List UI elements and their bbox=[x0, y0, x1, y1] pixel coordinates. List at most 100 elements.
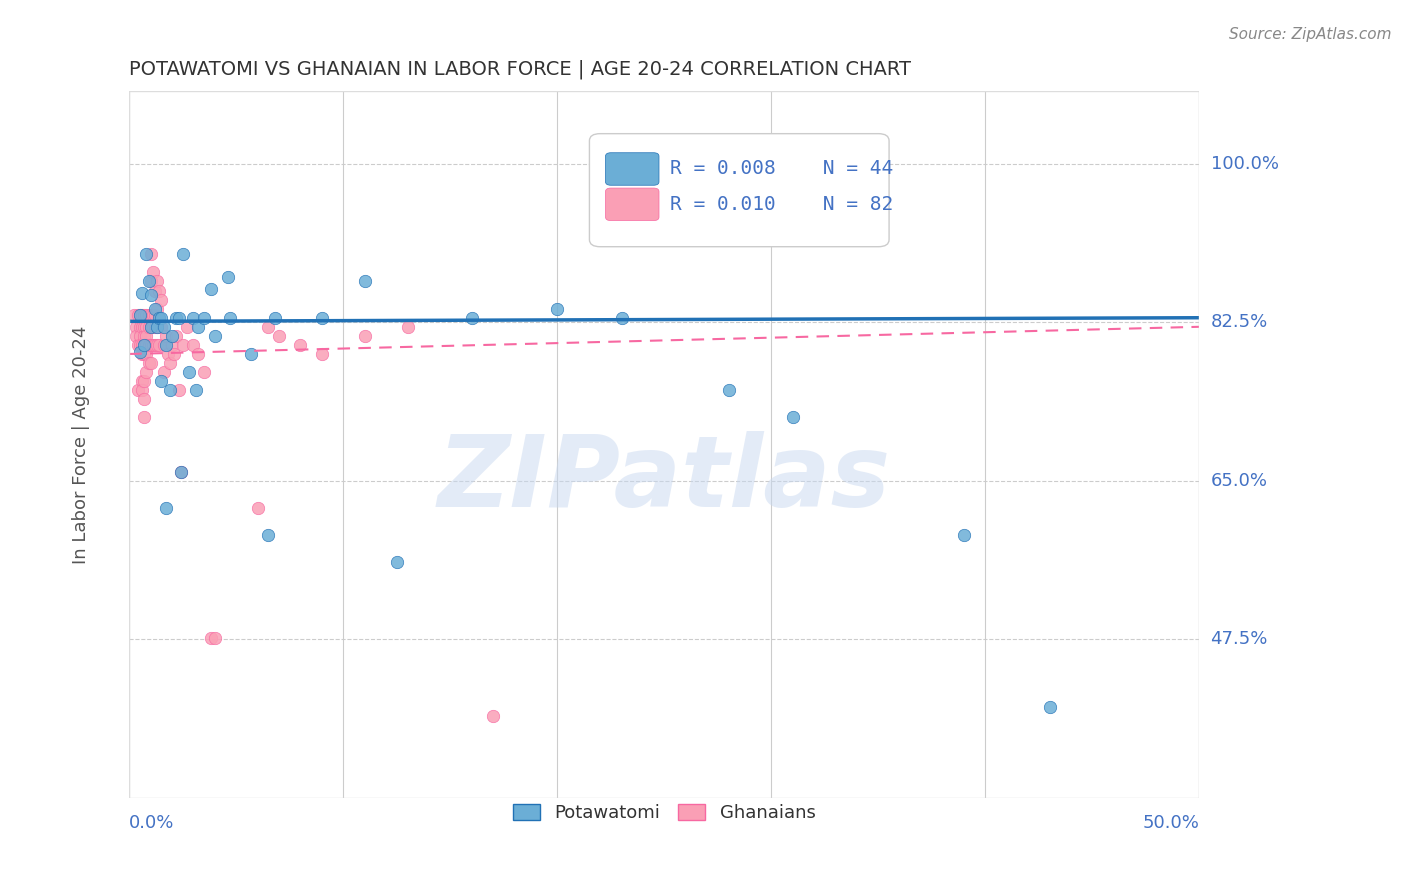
Point bbox=[131, 319, 153, 334]
Point bbox=[179, 365, 201, 379]
Text: ZIPatlas: ZIPatlas bbox=[437, 432, 891, 528]
Point bbox=[134, 338, 156, 352]
Point bbox=[193, 310, 215, 325]
Point bbox=[134, 308, 156, 322]
Point bbox=[143, 284, 166, 298]
Point bbox=[138, 308, 160, 322]
Point bbox=[269, 329, 291, 343]
Point bbox=[311, 310, 333, 325]
Point bbox=[155, 500, 177, 515]
Point bbox=[138, 319, 160, 334]
Text: R = 0.010    N = 82: R = 0.010 N = 82 bbox=[669, 194, 893, 214]
Point bbox=[290, 338, 312, 352]
Point bbox=[782, 410, 804, 425]
Point bbox=[139, 319, 162, 334]
Point bbox=[152, 319, 174, 334]
Point bbox=[311, 347, 333, 361]
Text: 47.5%: 47.5% bbox=[1211, 631, 1268, 648]
Point bbox=[353, 275, 375, 289]
Point bbox=[148, 310, 170, 325]
Text: In Labor Force | Age 20-24: In Labor Force | Age 20-24 bbox=[72, 326, 90, 564]
Text: Source: ZipAtlas.com: Source: ZipAtlas.com bbox=[1229, 27, 1392, 42]
Point bbox=[218, 310, 240, 325]
Point bbox=[152, 338, 174, 352]
Point bbox=[134, 374, 156, 388]
Point bbox=[131, 383, 153, 397]
Point bbox=[142, 308, 165, 322]
Point bbox=[142, 265, 165, 279]
Point bbox=[172, 338, 194, 352]
Point bbox=[152, 365, 174, 379]
Point bbox=[385, 555, 408, 569]
Point bbox=[146, 338, 169, 352]
Point bbox=[240, 347, 263, 361]
Point bbox=[139, 275, 162, 289]
FancyBboxPatch shape bbox=[606, 188, 659, 220]
Point bbox=[482, 709, 505, 723]
Point bbox=[131, 286, 153, 301]
Point bbox=[150, 310, 173, 325]
Point bbox=[257, 319, 280, 334]
Point bbox=[135, 347, 157, 361]
Point bbox=[717, 383, 740, 397]
Text: 50.0%: 50.0% bbox=[1143, 814, 1199, 832]
Point bbox=[129, 308, 152, 322]
Point bbox=[142, 319, 165, 334]
Point bbox=[143, 301, 166, 316]
Point bbox=[148, 338, 170, 352]
FancyBboxPatch shape bbox=[606, 153, 659, 186]
Point bbox=[150, 293, 173, 307]
Point bbox=[139, 338, 162, 352]
Text: 65.0%: 65.0% bbox=[1211, 472, 1268, 490]
Point bbox=[160, 329, 183, 343]
Point bbox=[246, 500, 269, 515]
Point bbox=[461, 310, 484, 325]
Point bbox=[163, 347, 186, 361]
Point bbox=[131, 347, 153, 361]
Point bbox=[131, 308, 153, 322]
Point bbox=[155, 338, 177, 352]
Point bbox=[150, 319, 173, 334]
Point bbox=[143, 319, 166, 334]
Point bbox=[148, 310, 170, 325]
Point bbox=[546, 301, 568, 316]
Point bbox=[139, 356, 162, 370]
Point bbox=[172, 247, 194, 261]
Legend: Potawatomi, Ghanaians: Potawatomi, Ghanaians bbox=[503, 795, 825, 831]
Point bbox=[167, 383, 190, 397]
Point bbox=[187, 319, 209, 334]
Point bbox=[135, 319, 157, 334]
Point bbox=[134, 410, 156, 425]
Point bbox=[134, 329, 156, 343]
Point bbox=[353, 329, 375, 343]
Point bbox=[138, 275, 160, 289]
Point bbox=[134, 338, 156, 352]
Point bbox=[610, 310, 633, 325]
Point bbox=[146, 319, 169, 334]
Point bbox=[155, 329, 177, 343]
Point bbox=[129, 319, 152, 334]
Point bbox=[183, 310, 205, 325]
Text: 82.5%: 82.5% bbox=[1211, 313, 1268, 331]
Point bbox=[135, 365, 157, 379]
Point bbox=[187, 347, 209, 361]
Point bbox=[193, 365, 215, 379]
Point bbox=[139, 247, 162, 261]
Point bbox=[143, 308, 166, 322]
Point bbox=[125, 329, 148, 343]
Point bbox=[160, 338, 183, 352]
Point bbox=[129, 329, 152, 343]
Point bbox=[131, 338, 153, 352]
Point bbox=[135, 338, 157, 352]
Point bbox=[146, 301, 169, 316]
Point bbox=[184, 383, 207, 397]
Point bbox=[204, 632, 226, 646]
Point bbox=[134, 392, 156, 407]
Point bbox=[146, 319, 169, 334]
Point bbox=[1039, 700, 1062, 714]
Point bbox=[135, 308, 157, 322]
Point bbox=[167, 310, 190, 325]
Text: 0.0%: 0.0% bbox=[129, 814, 174, 832]
Point bbox=[135, 247, 157, 261]
Point bbox=[953, 528, 976, 542]
